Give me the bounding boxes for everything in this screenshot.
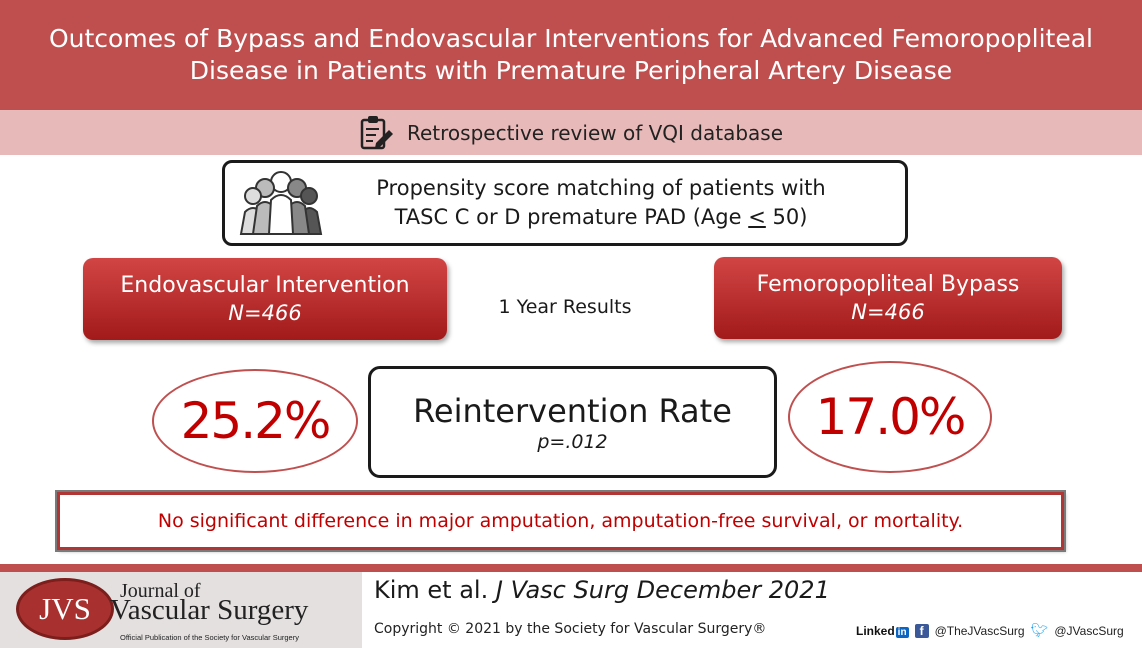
jvs-abbr: JVS [39,591,91,626]
logo-journal-of: Journal of [120,580,201,602]
results-period-label: 1 Year Results [498,296,632,318]
metric-box: Reintervention Rate p=.012 [368,366,777,478]
endovascular-rate-value: 25.2% [180,392,332,450]
header-banner: Outcomes of Bypass and Endovascular Inte… [0,0,1142,110]
endovascular-n: N=466 [228,301,302,325]
linkedin-icon: in [895,626,909,638]
bypass-title: Femoropopliteal Bypass [756,272,1020,297]
endovascular-rate-oval: 25.2% [152,369,358,473]
title-line-1: Outcomes of Bypass and Endovascular Inte… [48,24,1093,53]
title-line-2: Disease in Patients with Premature Perip… [189,56,953,85]
page-title: Outcomes of Bypass and Endovascular Inte… [29,23,1113,87]
population-box: Propensity score matching of patients wi… [222,160,908,246]
clipboard-pencil-icon [360,115,393,149]
people-group-icon [239,171,323,235]
less-equal-symbol: < [748,205,766,229]
linkedin-word: Linked [856,623,895,638]
citation-journal: J Vasc Surg December 2021 [495,576,830,604]
bypass-rate-oval: 17.0% [788,361,992,473]
footer-divider [0,564,1142,572]
bypass-rate-value: 17.0% [815,388,967,446]
twitter-handle[interactable]: @JVascSurg [1054,623,1124,638]
logo-subtitle: Official Publication of the Society for … [120,633,299,642]
p-value: p=.012 [537,431,608,453]
copyright-text: Copyright © 2021 by the Society for Vasc… [374,621,767,637]
facebook-handle[interactable]: @TheJVascSurg [934,623,1025,638]
bypass-group-box: Femoropopliteal Bypass N=466 [714,257,1062,339]
endovascular-title: Endovascular Intervention [120,273,410,298]
linkedin-link[interactable]: Linked in [856,624,909,638]
twitter-icon: 🐦︎ [1030,622,1049,638]
population-line-2-post: 50) [765,205,808,229]
footer-citation-panel [362,572,1142,648]
jvs-logo-mark: JVS [16,578,114,640]
conclusion-text: No significant difference in major amput… [157,510,964,532]
facebook-icon: f [914,623,929,638]
population-line-2-pre: TASC C or D premature PAD (Age [394,205,749,229]
population-text: Propensity score matching of patients wi… [327,174,905,232]
metric-title: Reintervention Rate [413,392,732,430]
social-links: Linked in f @TheJVascSurg 🐦︎ @JVascSurg [856,622,1124,639]
study-type-bar: Retrospective review of VQI database [0,110,1142,155]
endovascular-group-box: Endovascular Intervention N=466 [83,258,447,340]
citation-authors: Kim et al. [374,576,489,604]
study-type-text: Retrospective review of VQI database [406,120,783,145]
citation: Kim et al. J Vasc Surg December 2021 [374,576,830,604]
bypass-n: N=466 [851,300,925,324]
logo-vascular-surgery: Vascular Surgery [110,594,309,626]
conclusion-note: No significant difference in major amput… [55,490,1066,552]
population-line-1: Propensity score matching of patients wi… [376,176,826,200]
